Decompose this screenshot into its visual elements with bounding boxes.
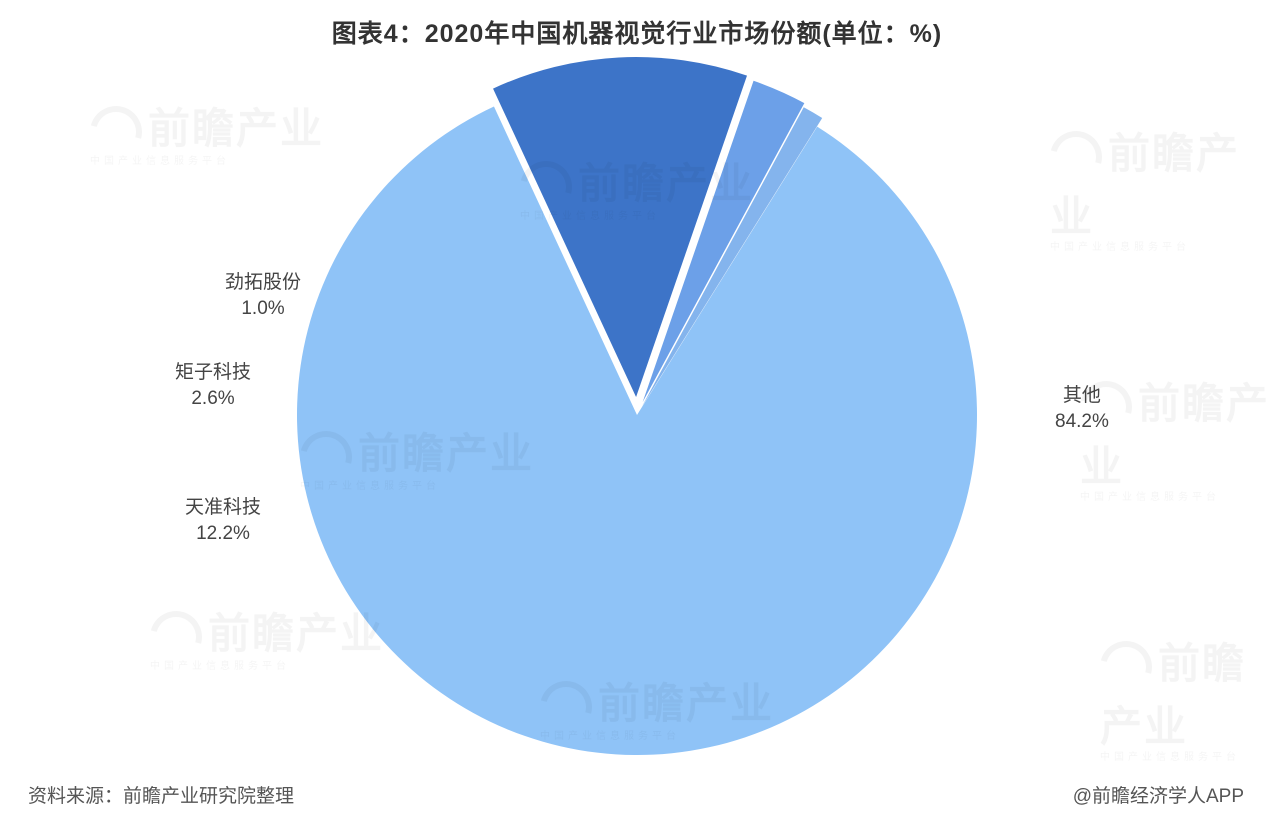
slice-label-value: 2.6% xyxy=(175,386,251,412)
slice-label-劲拓股份: 劲拓股份1.0% xyxy=(225,270,301,321)
slice-label-矩子科技: 矩子科技2.6% xyxy=(175,360,251,411)
slice-label-value: 84.2% xyxy=(1055,409,1109,435)
source-text: 资料来源：前瞻产业研究院整理 xyxy=(28,781,294,808)
slice-label-name: 劲拓股份 xyxy=(225,270,301,296)
slice-label-天准科技: 天准科技12.2% xyxy=(185,495,261,546)
slice-label-其他: 其他84.2% xyxy=(1055,383,1109,434)
slice-label-name: 天准科技 xyxy=(185,495,261,521)
slice-label-name: 其他 xyxy=(1055,383,1109,409)
pie-chart-container: 其他84.2% 天准科技12.2% 矩子科技2.6% 劲拓股份1.0% xyxy=(0,55,1274,775)
slice-label-value: 1.0% xyxy=(225,296,301,322)
pie-chart-svg xyxy=(237,15,1037,815)
attribution-text: @前瞻经济学人APP xyxy=(1073,781,1244,808)
slice-label-value: 12.2% xyxy=(185,521,261,547)
slice-label-name: 矩子科技 xyxy=(175,360,251,386)
